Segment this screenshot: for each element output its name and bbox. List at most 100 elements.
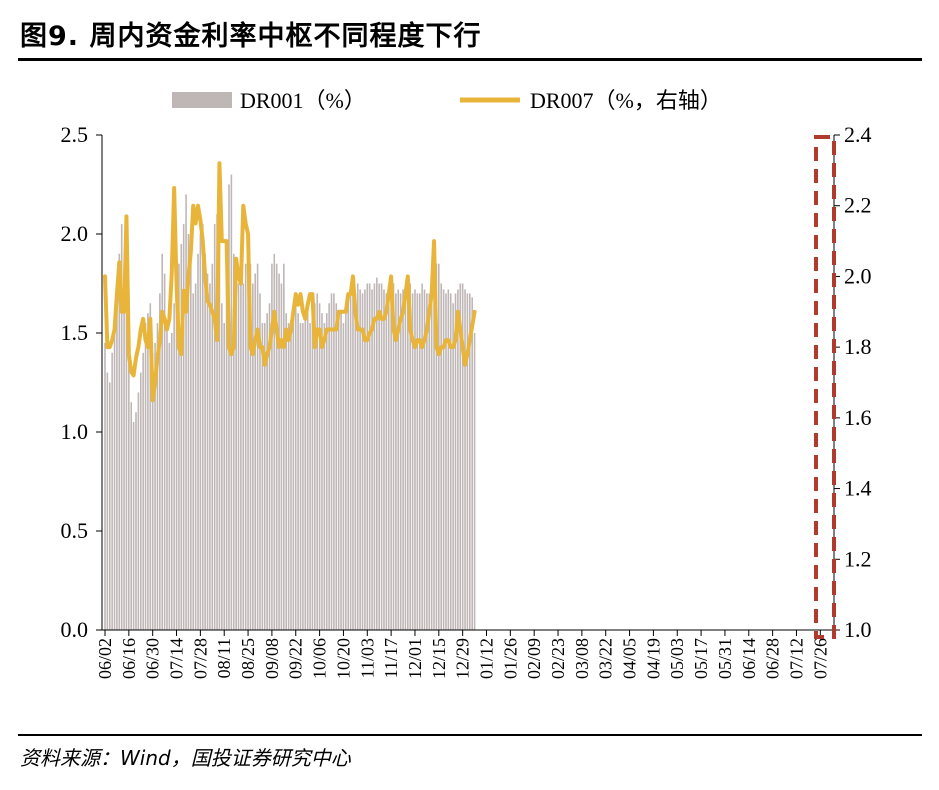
- dr001-bar: [411, 293, 414, 630]
- dr001-bar: [261, 323, 264, 630]
- x-tick-label: 11/03: [357, 638, 377, 678]
- dr001-bar: [416, 293, 419, 630]
- dr001-bar: [316, 293, 319, 630]
- dr001-bar: [373, 283, 376, 630]
- dr001-bar: [299, 323, 302, 630]
- dr001-bar: [161, 253, 164, 631]
- left-y-tick-label: 0.5: [61, 518, 89, 543]
- dr001-bar: [418, 293, 421, 630]
- dr001-bar: [378, 283, 380, 630]
- dr001-bar: [306, 313, 309, 630]
- x-tick-label: 07/28: [190, 638, 210, 679]
- dr001-bar: [414, 289, 416, 630]
- x-tick-label: 07/12: [786, 638, 806, 679]
- dr001-bar: [144, 323, 147, 630]
- dr001-bar: [330, 293, 333, 630]
- dr001-bar: [311, 313, 314, 630]
- dr001-bar: [397, 289, 400, 630]
- dr001-bar: [192, 293, 195, 630]
- dr001-bar: [402, 289, 404, 630]
- dr001-bar: [108, 382, 111, 630]
- dr001-bar: [354, 293, 357, 630]
- dr001-bar: [201, 224, 204, 630]
- dr001-bar: [280, 283, 283, 630]
- legend-label-dr007: DR007（%，右轴）: [530, 88, 722, 113]
- dr001-bar: [433, 273, 435, 630]
- dr001-bar: [345, 313, 347, 630]
- dr001-bar: [120, 224, 123, 630]
- dr001-bar: [407, 283, 409, 630]
- dr001-bar: [340, 313, 342, 630]
- x-tick-label: 10/20: [333, 638, 353, 679]
- legend: DR001（%） DR007（%，右轴）: [172, 88, 722, 113]
- x-tick-label: 12/29: [453, 638, 473, 679]
- x-tick-label: 03/08: [572, 638, 592, 679]
- dr007-line-group: [103, 161, 477, 403]
- dr001-bar: [457, 289, 459, 630]
- dr001-bar: [206, 273, 209, 630]
- dr001-bar: [304, 313, 307, 630]
- dr001-bar: [249, 263, 252, 630]
- x-tick-label: 08/11: [214, 638, 234, 678]
- bottom-rule: [18, 734, 922, 736]
- dr001-bar: [168, 342, 171, 630]
- right-y-tick-label: 1.2: [844, 546, 872, 571]
- dr001-bar: [445, 293, 447, 630]
- dr001-bar: [221, 303, 223, 630]
- dr001-bar: [154, 342, 156, 630]
- dr001-bar: [376, 277, 378, 630]
- x-tick-label: 06/16: [119, 638, 139, 679]
- dr001-bar: [461, 283, 464, 630]
- dr001-bar: [244, 263, 247, 630]
- dr001-bar: [290, 323, 292, 630]
- right-y-tick-label: 1.6: [844, 405, 872, 430]
- dr001-bar: [194, 283, 197, 630]
- dr001-bar: [237, 283, 240, 630]
- legend-swatch-dr001: [172, 92, 232, 108]
- x-tick-label: 09/08: [262, 638, 282, 679]
- top-rule: [18, 58, 922, 61]
- figure-title: 图9. 周内资金利率中枢不同程度下行: [20, 21, 482, 52]
- dr001-bar: [230, 174, 233, 630]
- dr001-bar: [180, 243, 183, 630]
- dr001-bar: [218, 243, 221, 630]
- dr001-bar: [254, 273, 257, 630]
- dr001-bar: [125, 313, 128, 630]
- dr001-bar: [106, 372, 109, 630]
- x-tick-label: 05/17: [691, 638, 711, 679]
- dr001-bar: [285, 313, 288, 630]
- dr001-bar: [151, 352, 154, 630]
- dr001-bar: [128, 333, 130, 630]
- dr001-bar: [273, 253, 276, 631]
- dr001-bar: [383, 289, 385, 630]
- left-y-tick-label: 2.0: [61, 221, 89, 246]
- right-y-tick-label: 1.8: [844, 334, 872, 359]
- right-y-tick-label: 1.4: [844, 476, 872, 501]
- x-tick-label: 06/14: [739, 638, 759, 679]
- dr001-bar: [328, 303, 330, 630]
- dr001-bar: [359, 289, 361, 630]
- dr001-bars: [104, 174, 476, 631]
- left-y-tick-label: 0.0: [61, 617, 89, 642]
- dr001-bar: [471, 297, 473, 630]
- dr001-bar: [163, 273, 166, 630]
- dr001-bar: [352, 293, 354, 630]
- x-tick-label: 09/22: [286, 638, 306, 679]
- dr001-bar: [314, 303, 316, 630]
- dr001-bar: [173, 303, 175, 630]
- dr001-bar: [309, 323, 311, 630]
- highlight-box-group: [814, 135, 836, 639]
- dr001-bar: [182, 224, 185, 630]
- dr001-bar: [447, 289, 450, 630]
- dr001-bar: [199, 234, 202, 630]
- highlight-box: [814, 135, 836, 639]
- x-tick-label: 01/12: [476, 638, 496, 679]
- dr001-bar: [440, 283, 442, 630]
- left-y-tick-label: 2.5: [61, 122, 89, 147]
- dr001-bar: [156, 323, 159, 630]
- dr001-bar: [333, 293, 335, 630]
- dr001-bar: [149, 303, 152, 630]
- x-tick-label: 05/31: [715, 638, 735, 679]
- dr001-bar: [235, 293, 237, 630]
- dr001-bar: [247, 253, 249, 631]
